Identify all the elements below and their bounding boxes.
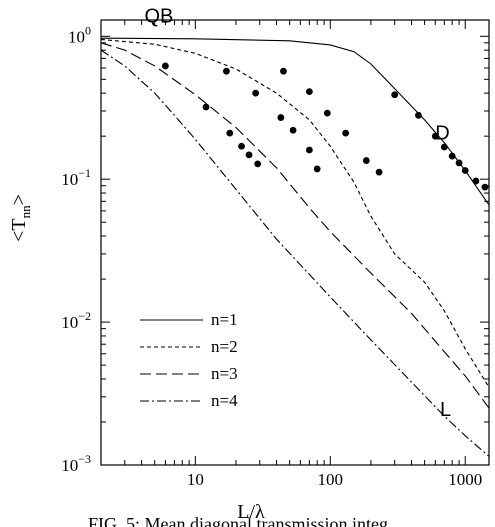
marker-point <box>481 183 489 191</box>
marker-point <box>448 152 456 160</box>
marker-point <box>323 109 331 117</box>
marker-point <box>362 157 370 164</box>
legend: n=1 n=2 n=3 n=4 <box>140 310 238 410</box>
marker-point <box>472 177 480 185</box>
series-lines <box>100 37 490 457</box>
legend-label-3: n=3 <box>211 364 238 383</box>
annotation-d: D <box>435 122 449 144</box>
marker-point <box>226 129 234 137</box>
y-axis-label: <Tnn> <box>8 194 33 242</box>
marker-point <box>289 126 297 134</box>
marker-point <box>254 160 262 168</box>
marker-point <box>202 103 210 111</box>
marker-point <box>277 114 285 121</box>
series-line-4 <box>100 49 490 457</box>
series-line-1 <box>100 37 490 206</box>
marker-point <box>305 146 313 154</box>
plot-frame <box>100 19 490 466</box>
series-line-2 <box>100 38 490 388</box>
marker-point <box>238 142 245 150</box>
x-axis-label: L/λ <box>237 501 265 523</box>
y-tick-label: 100 <box>68 23 91 46</box>
marker-point <box>455 159 463 167</box>
marker-point <box>223 67 230 75</box>
marker-point <box>305 88 313 96</box>
marker-point <box>461 167 469 174</box>
marker-point <box>431 132 439 140</box>
figure-caption: FIG. 5: Mean diagonal transmission integ <box>88 514 388 527</box>
legend-label-4: n=4 <box>211 391 238 410</box>
axes <box>100 19 490 466</box>
marker-point <box>391 91 399 99</box>
tick-labels: 10 100 1000 10−3 10−2 10−1 100 <box>61 23 482 489</box>
marker-point <box>280 67 287 75</box>
marker-points <box>161 62 489 191</box>
x-tick-label: 10 <box>187 470 204 489</box>
annotations: QB D L <box>144 5 451 421</box>
marker-point <box>245 151 253 159</box>
y-tick-label: 10−2 <box>61 309 91 332</box>
x-tick-label: 100 <box>318 470 344 489</box>
marker-point <box>375 168 383 176</box>
marker-point <box>161 62 169 70</box>
marker-point <box>252 89 260 97</box>
series-line-3 <box>100 42 490 409</box>
x-tick-label: 1000 <box>448 470 482 489</box>
annotation-qb: QB <box>144 5 173 27</box>
marker-point <box>440 143 448 151</box>
marker-point <box>342 129 350 137</box>
marker-point <box>313 165 321 173</box>
legend-label-1: n=1 <box>211 310 238 329</box>
y-tick-label: 10−1 <box>61 166 91 189</box>
y-tick-label: 10−3 <box>61 452 91 475</box>
legend-label-2: n=2 <box>211 337 238 356</box>
marker-point <box>415 111 422 119</box>
annotation-l: L <box>440 399 451 421</box>
